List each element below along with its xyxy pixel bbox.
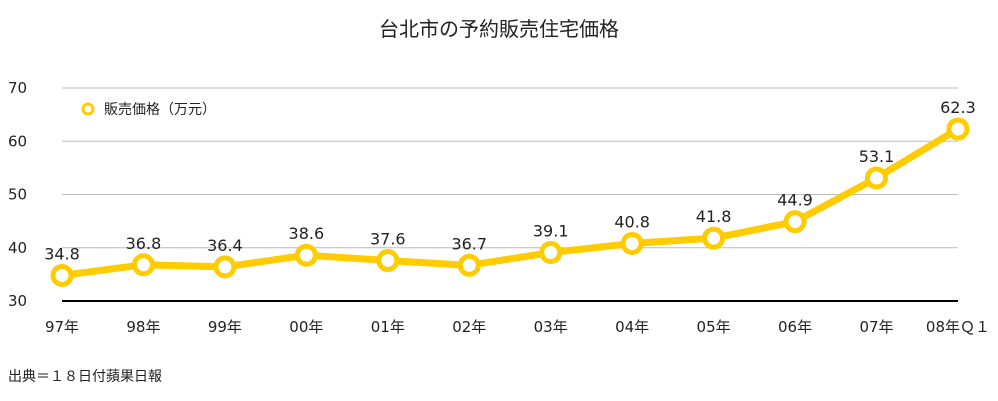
- data-label: 41.8: [696, 207, 732, 226]
- legend-marker-icon: [81, 102, 95, 116]
- data-label: 38.6: [289, 224, 325, 243]
- data-label: 53.1: [859, 147, 895, 166]
- data-label: 36.8: [126, 234, 162, 253]
- data-point: [294, 243, 318, 267]
- y-tick-label: 30: [8, 292, 27, 310]
- series-line: [58, 125, 962, 279]
- y-axis-ticks: 30 40 50 60 70: [8, 79, 27, 310]
- x-tick-label: 00年: [289, 318, 323, 336]
- data-label: 40.8: [614, 212, 650, 231]
- y-tick-label: 70: [8, 79, 27, 97]
- data-label: 36.4: [207, 236, 243, 255]
- chart-title: 台北市の予約販売住宅価格: [379, 17, 619, 41]
- x-tick-label: 01年: [371, 318, 405, 336]
- data-point: [213, 255, 237, 279]
- data-label: 44.9: [777, 191, 813, 210]
- x-tick-label: 99年: [208, 318, 242, 336]
- data-label: 34.8: [44, 244, 80, 263]
- data-label: 39.1: [533, 222, 569, 241]
- x-axis-ticks: 97年 98年 99年 00年 01年 02年 03年 04年 05年 06年 07年 08年Ｑ１: [45, 318, 990, 336]
- x-tick-label: 97年: [45, 318, 79, 336]
- series-layer: [50, 117, 970, 287]
- x-tick-label: 07年: [859, 318, 893, 336]
- x-tick-label: 02年: [452, 318, 486, 336]
- x-tick-label: 03年: [534, 318, 568, 336]
- data-label: 37.6: [370, 230, 406, 249]
- y-tick-label: 40: [8, 239, 27, 257]
- data-point: [865, 166, 888, 190]
- x-tick-label: 08年Ｑ１: [926, 318, 990, 336]
- y-tick-label: 50: [8, 186, 27, 204]
- data-label: 36.7: [451, 234, 487, 253]
- data-point: [946, 117, 970, 141]
- data-label: 62.3: [940, 98, 976, 117]
- data-point: [50, 263, 74, 287]
- legend-label: 販売価格（万元）: [104, 102, 216, 118]
- data-labels: 34.8 36.8 36.4 38.6 37.6 36.7 39.1 40.8 41.8 44.9…: [44, 98, 976, 263]
- data-point: [376, 249, 400, 273]
- data-point: [702, 226, 726, 250]
- x-tick-label: 05年: [697, 318, 731, 336]
- data-point: [620, 231, 644, 255]
- data-point: [539, 241, 563, 265]
- gridlines: [62, 87, 958, 302]
- x-tick-label: 04年: [615, 318, 649, 336]
- x-tick-label: 98年: [126, 318, 160, 336]
- x-tick-label: 06年: [778, 318, 812, 336]
- data-point: [131, 253, 155, 277]
- legend: 販売価格（万元）: [81, 102, 216, 118]
- y-tick-label: 60: [8, 132, 27, 150]
- data-point: [783, 210, 807, 234]
- data-point: [457, 253, 481, 277]
- source-note: 出典＝１８日付蘋果日報: [8, 369, 162, 385]
